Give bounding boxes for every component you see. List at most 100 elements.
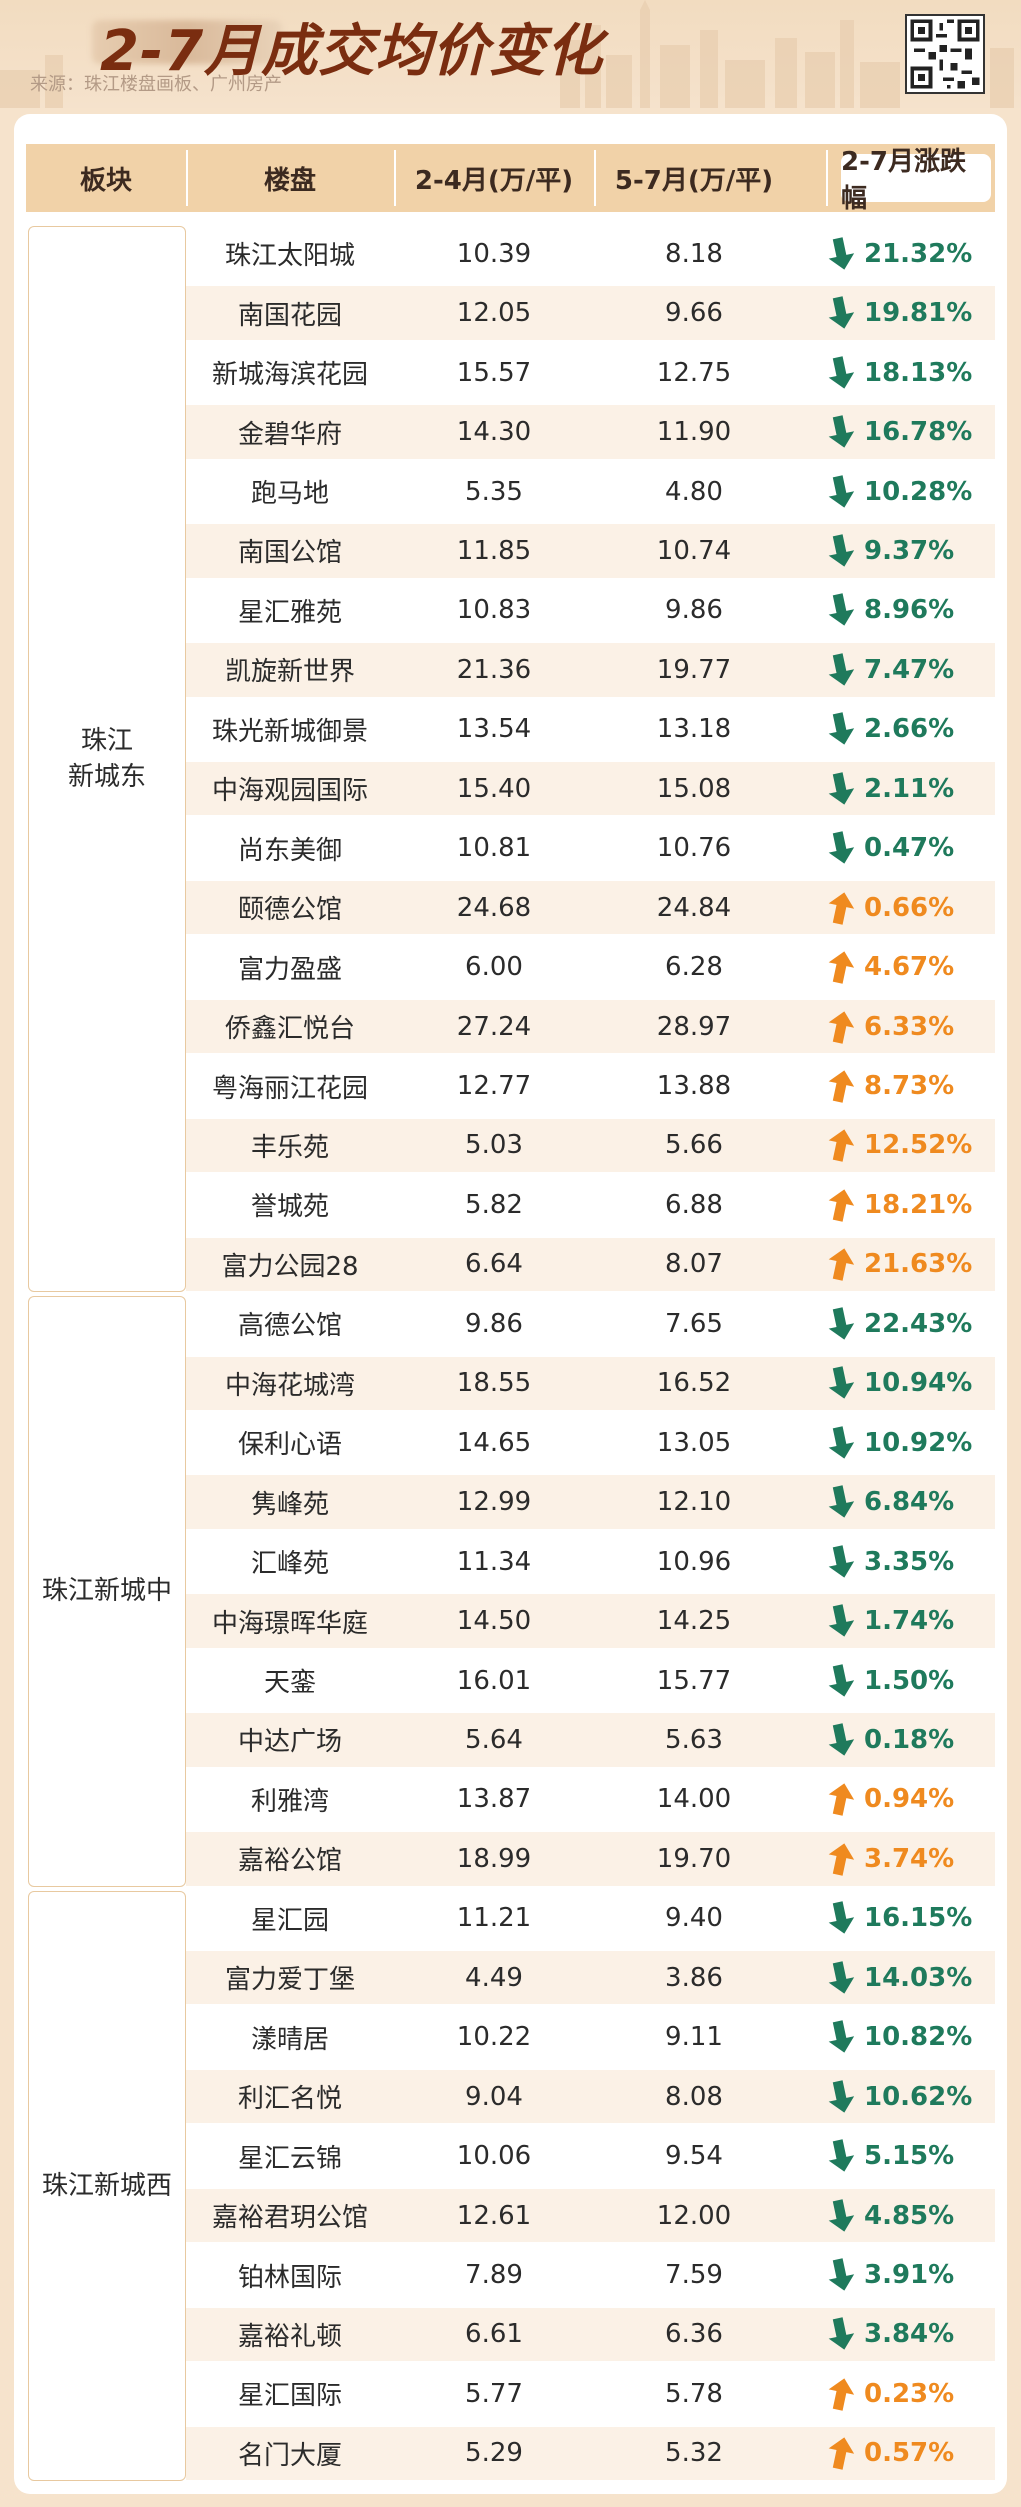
price-may-jul: 13.88 <box>656 1071 732 1102</box>
price-feb-apr: 10.83 <box>456 595 532 626</box>
change-percent: 21.32% <box>864 238 973 269</box>
price-feb-apr: 12.77 <box>456 1071 532 1102</box>
change-percent: 2.11% <box>864 773 955 804</box>
arrow-up-icon <box>826 1188 856 1222</box>
price-may-jul: 8.08 <box>665 2081 723 2112</box>
change-cell: 3.84% <box>826 2305 996 2364</box>
price-may-jul: 28.97 <box>656 1011 732 1042</box>
change-percent: 10.62% <box>864 2081 973 2112</box>
source-note: 来源：珠江楼盘画板、广州房产 <box>30 74 282 95</box>
change-cell: 0.47% <box>826 819 996 878</box>
arrow-down-icon <box>826 593 856 627</box>
change-cell: 7.47% <box>826 640 996 699</box>
project-name: 中海观园国际 <box>211 776 368 807</box>
change-percent: 1.50% <box>864 1665 955 1696</box>
change-cell: 0.94% <box>826 1770 996 1829</box>
price-may-jul: 6.88 <box>665 1189 723 1220</box>
price-may-jul: 9.11 <box>665 2022 723 2053</box>
change-percent: 22.43% <box>864 1308 973 1339</box>
table-row: 铂林国际 7.89 7.59 3.91% <box>186 2245 1007 2304</box>
project-name: 保利心语 <box>237 1430 342 1461</box>
header-divider <box>186 150 188 206</box>
arrow-down-icon <box>826 772 856 806</box>
change-cell: 3.74% <box>826 1829 996 1888</box>
header-divider <box>394 150 396 206</box>
change-percent: 3.74% <box>864 1843 955 1874</box>
project-name: 新城海滨花园 <box>211 360 368 391</box>
price-feb-apr: 12.61 <box>456 2200 532 2231</box>
price-feb-apr: 10.39 <box>456 238 532 269</box>
change-cell: 3.91% <box>826 2245 996 2304</box>
project-name: 中海璟晖华庭 <box>211 1608 368 1639</box>
change-percent: 14.03% <box>864 1962 973 1993</box>
price-may-jul: 13.05 <box>656 1427 732 1458</box>
change-percent: 18.13% <box>864 357 973 388</box>
col-header-feb-apr: 2-4月(万/平) <box>414 165 574 196</box>
price-may-jul: 10.96 <box>656 1546 732 1577</box>
district-name: 珠江 新城东 <box>68 723 146 795</box>
price-may-jul: 3.86 <box>665 1962 723 1993</box>
project-name: 珠光新城御景 <box>211 716 368 747</box>
project-name: 星汇雅苑 <box>237 597 342 628</box>
change-cell: 16.15% <box>826 1889 996 1948</box>
change-percent: 5.15% <box>864 2141 955 2172</box>
price-feb-apr: 5.29 <box>465 2438 523 2469</box>
price-feb-apr: 10.22 <box>456 2022 532 2053</box>
project-name: 誉城苑 <box>250 1192 329 1223</box>
qr-code-icon[interactable] <box>905 14 985 94</box>
price-feb-apr: 9.04 <box>465 2081 523 2112</box>
project-name: 中达广场 <box>237 1727 342 1758</box>
price-feb-apr: 12.99 <box>456 1487 532 1518</box>
price-may-jul: 5.63 <box>665 1724 723 1755</box>
change-cell: 0.23% <box>826 2364 996 2423</box>
project-name: 名门大厦 <box>237 2440 342 2471</box>
arrow-down-icon <box>826 1961 856 1995</box>
project-name: 利雅湾 <box>250 1786 329 1817</box>
table-row: 嘉裕礼顿 6.61 6.36 3.84% <box>186 2305 1007 2364</box>
table-row: 利汇名悦 9.04 8.08 10.62% <box>186 2067 1007 2126</box>
change-percent: 6.33% <box>864 1011 955 1042</box>
change-cell: 10.62% <box>826 2067 996 2126</box>
table-row: 天銮 16.01 15.77 1.50% <box>186 1651 1007 1710</box>
table-row: 金碧华府 14.30 11.90 16.78% <box>186 402 1007 461</box>
table-row: 南国花园 12.05 9.66 19.81% <box>186 283 1007 342</box>
project-name: 尚东美御 <box>237 835 342 866</box>
arrow-down-icon <box>826 831 856 865</box>
change-percent: 0.57% <box>864 2438 955 2469</box>
price-may-jul: 9.86 <box>665 595 723 626</box>
project-name: 南国花园 <box>237 300 342 331</box>
price-feb-apr: 11.85 <box>456 535 532 566</box>
project-name: 星汇园 <box>250 1905 329 1936</box>
table-row: 颐德公馆 24.68 24.84 0.66% <box>186 878 1007 937</box>
project-name: 富力爱丁堡 <box>224 1965 355 1996</box>
price-feb-apr: 12.05 <box>456 298 532 329</box>
district-name-line2: 新城东 <box>67 762 146 793</box>
change-percent: 19.81% <box>864 298 973 329</box>
project-name: 天銮 <box>263 1668 316 1699</box>
project-name: 嘉裕礼顿 <box>237 2321 342 2352</box>
col-header-change: 2-7月涨跌幅 <box>841 147 991 214</box>
arrow-down-icon <box>826 1426 856 1460</box>
change-percent: 4.85% <box>864 2200 955 2231</box>
change-percent: 0.23% <box>864 2378 955 2409</box>
table-row: 尚东美御 10.81 10.76 0.47% <box>186 819 1007 878</box>
change-cell: 22.43% <box>826 1294 996 1353</box>
arrow-down-icon <box>826 1723 856 1757</box>
table-row: 嘉裕君玥公馆 12.61 12.00 4.85% <box>186 2186 1007 2245</box>
change-percent: 3.84% <box>864 2319 955 2350</box>
change-cell: 6.33% <box>826 997 996 1056</box>
table-row: 侨鑫汇悦台 27.24 28.97 6.33% <box>186 997 1007 1056</box>
price-may-jul: 8.18 <box>665 238 723 269</box>
table-row: 中达广场 5.64 5.63 0.18% <box>186 1710 1007 1769</box>
price-may-jul: 6.28 <box>665 952 723 983</box>
price-feb-apr: 21.36 <box>456 654 532 685</box>
blurred-title-prefix <box>92 20 282 64</box>
table-row: 中海璟晖华庭 14.50 14.25 1.74% <box>186 1591 1007 1650</box>
arrow-down-icon <box>826 534 856 568</box>
price-may-jul: 12.00 <box>656 2200 732 2231</box>
page-title: 2-7月成交均价变化 <box>100 19 604 84</box>
project-name: 粤海丽江花园 <box>211 1073 368 1104</box>
header-divider <box>594 150 596 206</box>
arrow-down-icon <box>826 2198 856 2233</box>
price-may-jul: 10.74 <box>656 535 732 566</box>
